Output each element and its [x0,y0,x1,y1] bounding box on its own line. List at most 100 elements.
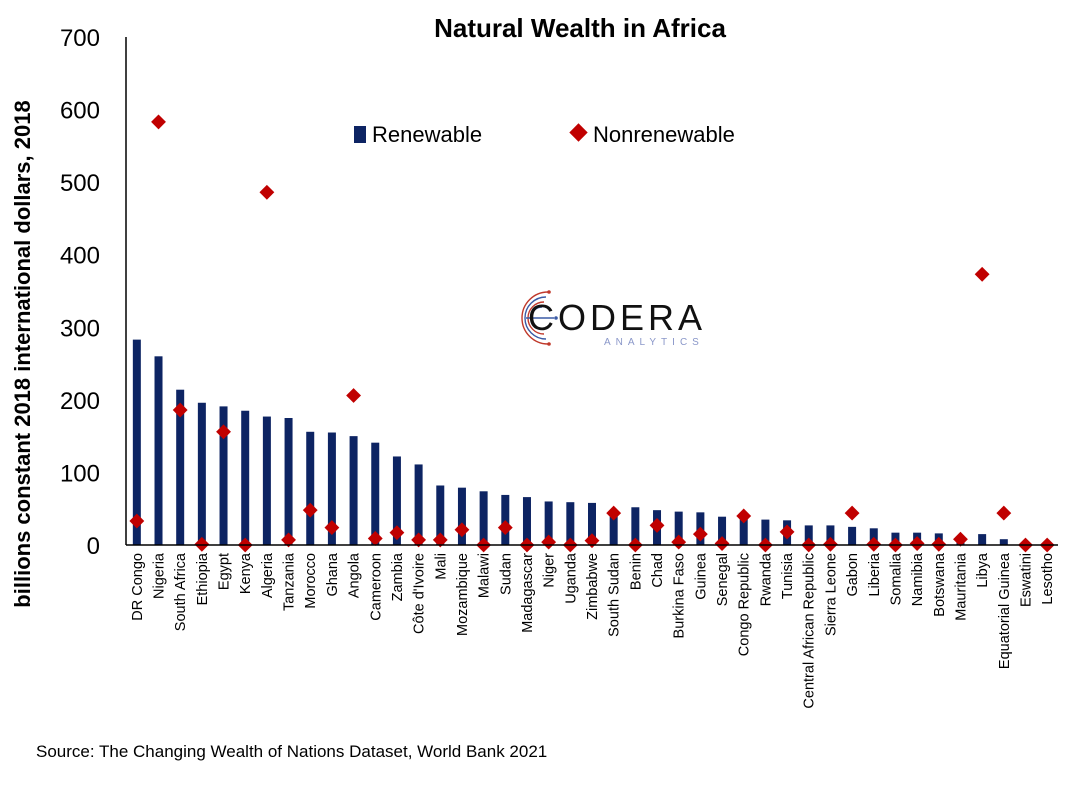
y-tick-label: 500 [60,170,100,197]
x-tick-label: Lesotho [1040,553,1056,605]
logo-circuit-mark [521,290,558,346]
marker-nonrenewable [302,502,318,518]
marker-nonrenewable [454,522,470,538]
x-tick-label: Ethiopia [195,552,211,605]
bar-renewable [479,491,488,545]
x-tick-label: Uganda [563,552,579,604]
x-tick-label: Niger [542,553,558,588]
x-tick-label: Rwanda [758,552,774,606]
x-tick-label: Mozambique [455,553,471,636]
bar-renewable [718,516,727,545]
x-tick-label: Equatorial Guinea [997,552,1013,669]
bar-renewable [327,432,336,545]
marker-nonrenewable [606,505,622,521]
codera-analytics-logo: CODERA ANALYTICS [521,290,706,348]
marker-nonrenewable [259,184,275,200]
marker-nonrenewable [714,536,730,551]
x-tick-label: Guinea [693,552,709,600]
x-tick-label: Egypt [217,553,233,590]
legend: Renewable Nonrenewable [354,122,735,147]
bar-renewable [306,431,315,545]
marker-nonrenewable [779,524,795,540]
marker-nonrenewable [996,505,1012,521]
x-tick-label: Cameroon [368,553,384,621]
x-tick-label: Tunisia [780,552,796,599]
bar-renewable [674,511,683,545]
bar-renewable [848,526,857,545]
bar-renewable [566,502,575,545]
y-tick-label: 300 [60,315,100,342]
bar-renewable [132,339,141,545]
x-tick-label: Morocco [303,553,319,609]
bar-renewable [869,528,878,545]
marker-nonrenewable [346,388,362,403]
x-tick-label: Liberia [867,552,883,596]
bar-renewable [241,410,250,545]
marker-nonrenewable [281,532,296,548]
x-tick-label: Côte d'Ivoire [412,553,428,634]
marker-nonrenewable [953,531,968,547]
x-tick-label: Chad [650,553,666,588]
x-tick-label: Madagascar [520,553,536,633]
bar-renewable [761,519,770,545]
y-axis-ticks: 0 100 200 300 400 500 600 700 [60,25,100,560]
x-tick-label: Mali [433,553,449,580]
marker-nonrenewable [497,520,513,536]
marker-nonrenewable [367,531,383,546]
x-tick-label: Tanzania [282,552,298,611]
bar-renewable [414,464,423,545]
marker-nonrenewable [324,520,340,536]
bar-renewable [284,418,293,545]
bar-renewable [262,416,271,545]
bar-renewable [804,525,813,545]
x-tick-label: Congo Republic [737,553,753,656]
x-tick-label: Botswana [932,552,948,617]
bar-renewable [588,502,596,545]
x-tick-label: Burkina Faso [672,553,688,638]
x-tick-label: Mauritania [953,552,969,621]
legend-swatch-nonrenewable [569,123,588,142]
x-tick-label: Somalia [888,552,904,605]
logo-wordmark: CODERA [528,297,706,338]
y-tick-label: 400 [60,243,100,270]
x-tick-label: South Africa [173,552,189,631]
marker-nonrenewable [541,534,557,550]
x-tick-label: Algeria [260,552,276,598]
bar-renewable [349,436,358,545]
bar-renewable [176,389,185,545]
marker-nonrenewable [736,508,752,524]
chart-title: Natural Wealth in Africa [434,13,726,43]
bar-renewable [609,513,618,545]
y-axis-label: billions constant 2018 international dol… [10,100,35,607]
x-tick-label: Gabon [845,553,861,597]
bar-renewable [826,525,835,545]
x-tick-label: Ghana [325,552,341,596]
source-note: Source: The Changing Wealth of Nations D… [36,742,547,761]
bar-renewable [544,501,553,545]
marker-nonrenewable [216,424,231,440]
marker-nonrenewable [389,525,405,541]
y-tick-label: 0 [87,533,100,560]
y-tick-label: 700 [60,25,100,52]
marker-nonrenewable [844,505,860,521]
bar-renewable [197,402,206,545]
x-tick-label: Libya [975,552,991,588]
bar-renewable [154,356,163,545]
legend-swatch-renewable [354,126,366,143]
x-axis-tick-labels: DR Congo Nigeria South Africa Ethiopia Egypt… [130,552,1056,708]
x-tick-label: Kenya [238,552,254,594]
y-tick-label: 200 [60,388,100,415]
x-tick-label: Zambia [390,552,406,601]
bar-renewable [219,406,228,545]
y-tick-label: 100 [60,460,100,487]
nonrenewable-markers [129,114,1055,553]
y-tick-label: 600 [60,98,100,125]
bar-renewable [522,497,531,545]
x-tick-label: Sierra Leone [823,553,839,636]
marker-nonrenewable [671,534,687,550]
x-tick-label: Benin [628,553,644,590]
x-tick-label: Zimbabwe [585,553,601,620]
x-tick-label: DR Congo [130,553,146,621]
marker-nonrenewable [649,517,665,533]
marker-nonrenewable [974,266,990,282]
